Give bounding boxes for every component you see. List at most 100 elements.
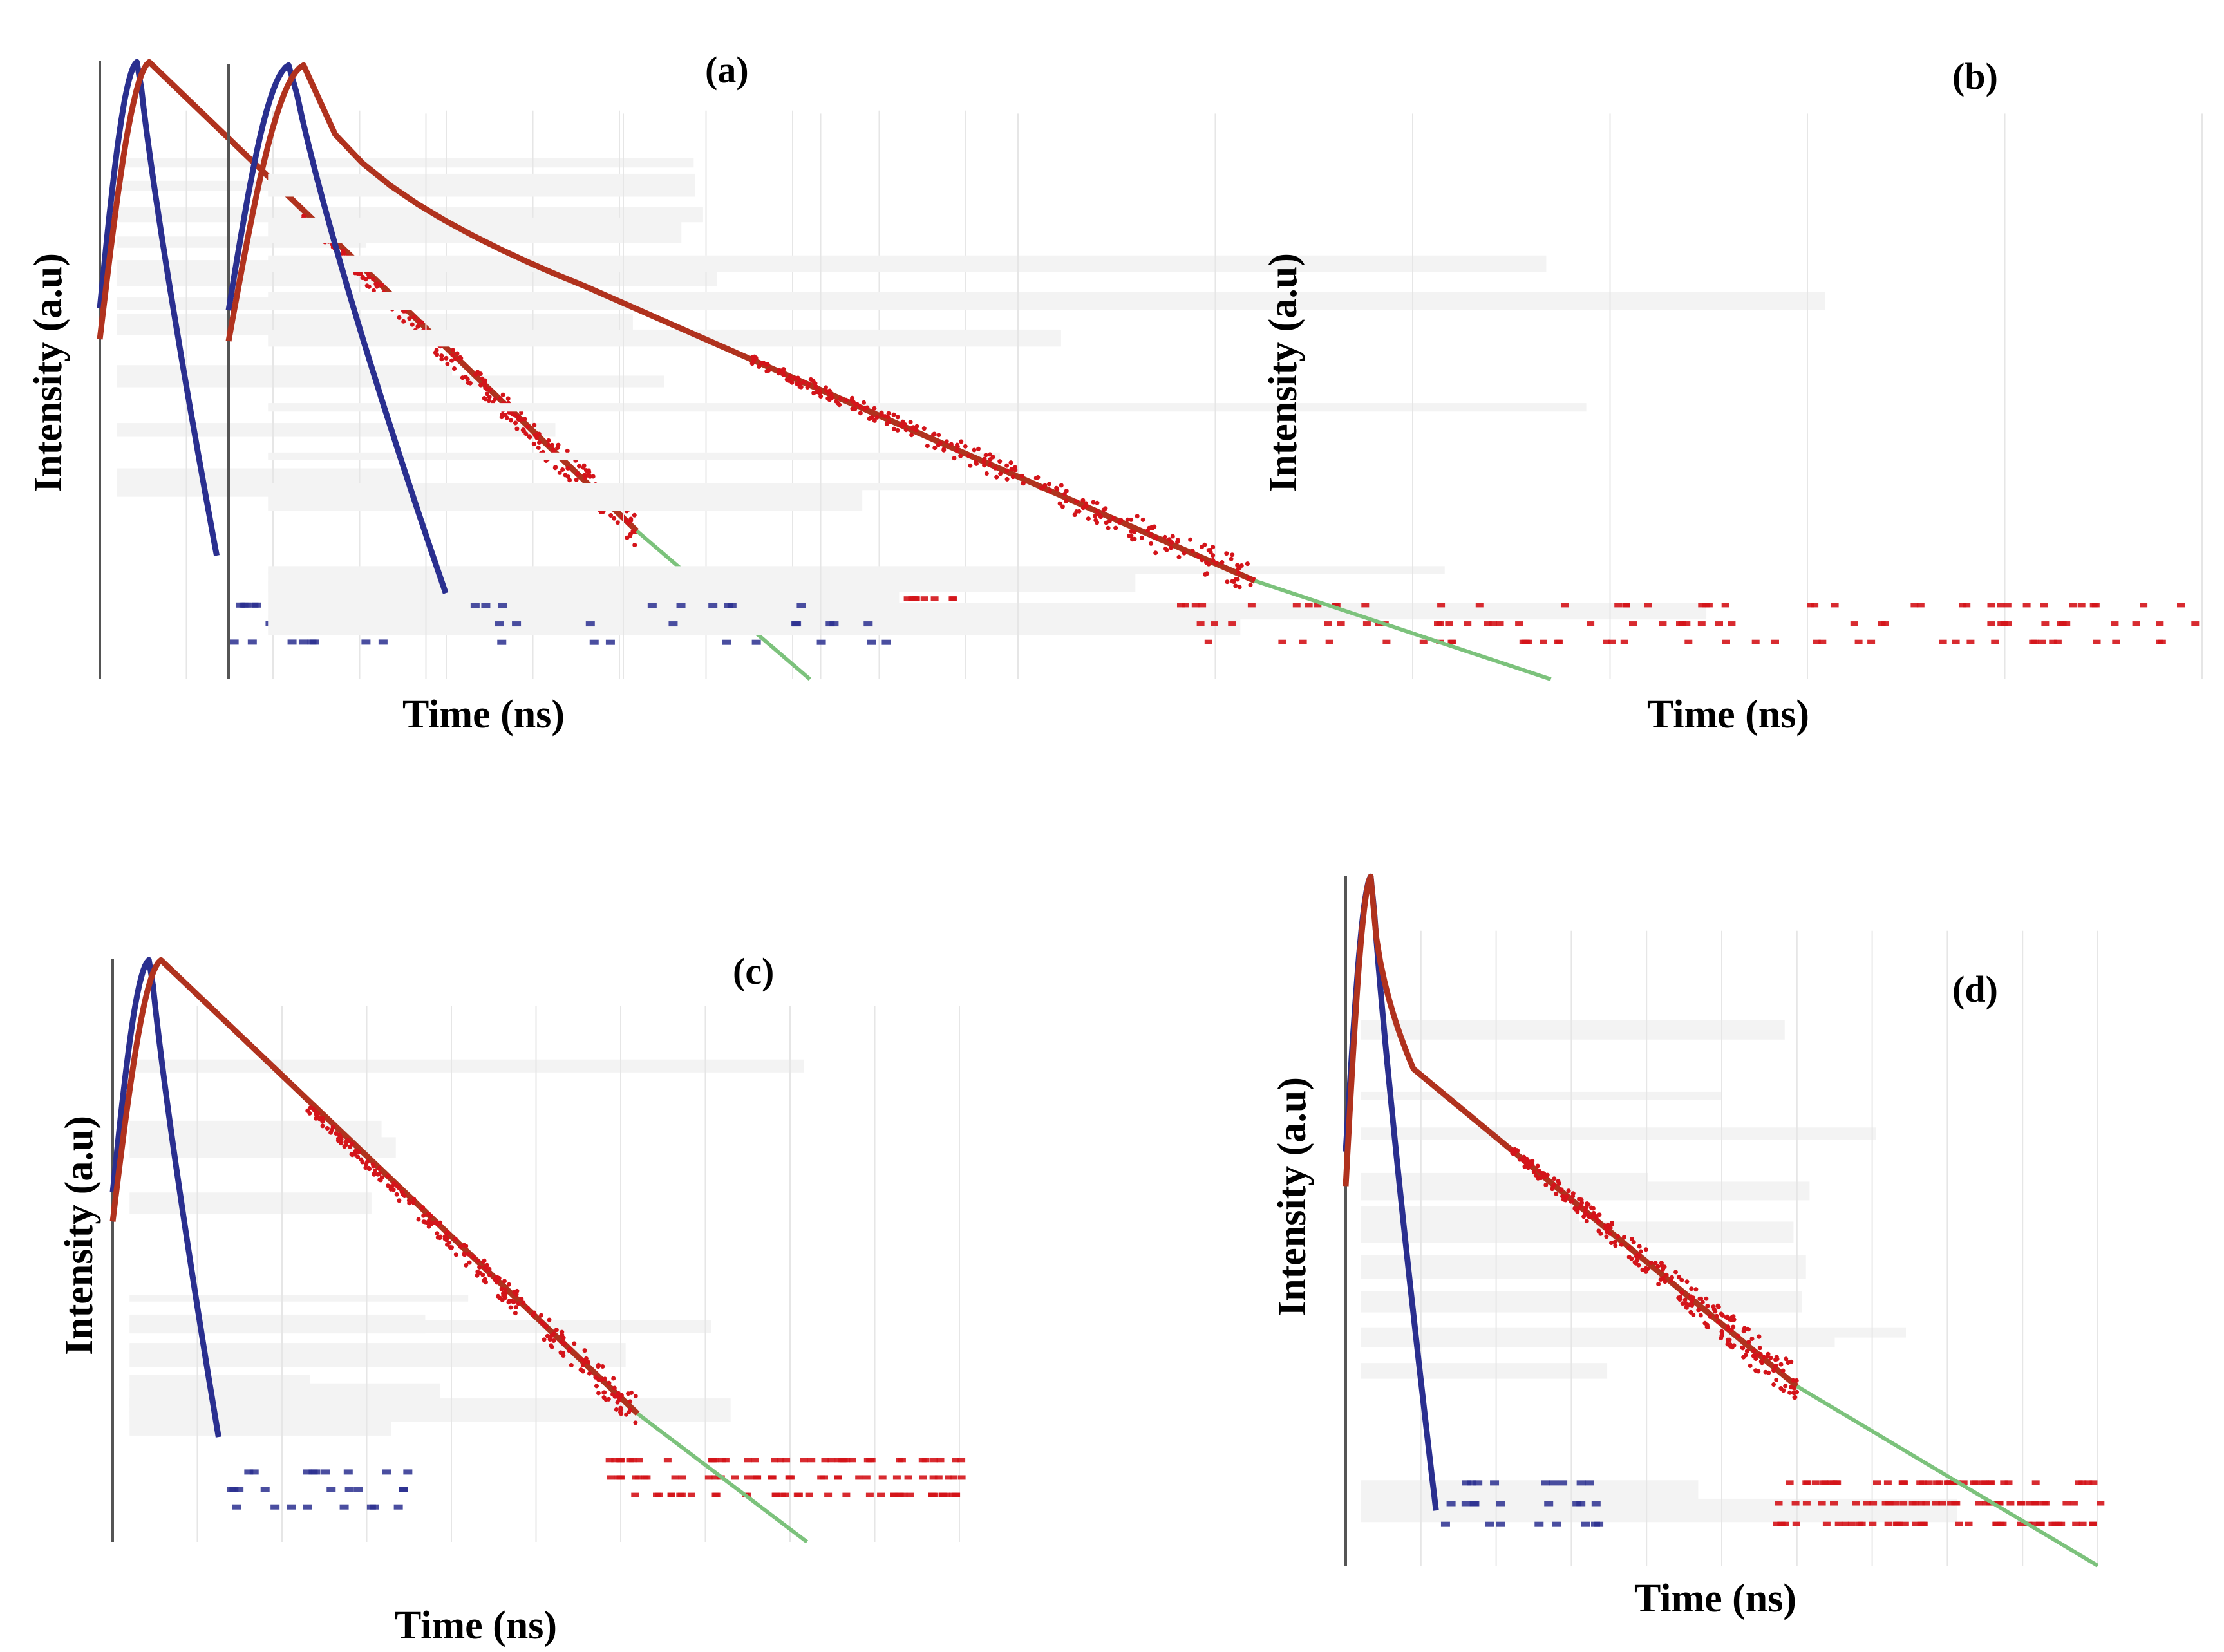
decay-floor-point [2022, 603, 2031, 608]
decay-point [1612, 1239, 1617, 1244]
decay-floor-point [1987, 603, 1995, 608]
decay-point [587, 1371, 592, 1376]
decay-point [1700, 1300, 1705, 1305]
decay-point [509, 1299, 514, 1304]
decay-point [594, 1384, 599, 1389]
decay-floor-point [2004, 621, 2012, 626]
decay-point [487, 1273, 492, 1278]
decay-point [555, 446, 560, 451]
decay-point [1643, 1247, 1648, 1252]
decay-point [853, 402, 858, 407]
decay-curve [225, 62, 1256, 584]
decay-point [1678, 1295, 1683, 1300]
decay-point [401, 319, 406, 324]
decay-floor-point [898, 1458, 906, 1463]
decay-point [496, 1293, 500, 1299]
decay-floor-point [1561, 603, 1569, 608]
decay-floor-point [865, 1492, 874, 1497]
decay-floor-point [2053, 639, 2062, 644]
decay-point [509, 411, 514, 417]
decay-floor-point [1995, 1501, 2004, 1506]
decay-floor-point [2000, 1480, 2008, 1485]
decay-point [1746, 1340, 1751, 1344]
decay-point [1725, 1342, 1730, 1347]
decay-point [1047, 482, 1051, 487]
decay-point [452, 366, 457, 371]
decay-point [825, 396, 831, 401]
decay-point [364, 283, 370, 288]
decay-point [502, 1279, 507, 1284]
decay-floor-point [1959, 603, 1967, 608]
decay-point [829, 394, 834, 399]
decay-point [815, 390, 820, 395]
decay-floor-point [1515, 621, 1523, 626]
decay-floor-point [934, 1475, 943, 1480]
decay-point [482, 378, 487, 383]
decay-point [401, 1192, 406, 1197]
decay-floor-point [2156, 639, 2163, 644]
decay-point [547, 1317, 552, 1322]
decay-floor-point [862, 1475, 871, 1480]
decay-point [1598, 1231, 1603, 1236]
decay-point [925, 444, 930, 449]
decay-point [1113, 525, 1118, 530]
decay-floor-point [605, 1458, 614, 1463]
decay-point [1727, 1337, 1732, 1342]
decay-point [1203, 572, 1208, 577]
decay-point [465, 377, 470, 382]
decay-point [504, 415, 509, 420]
decay-floor-point [687, 1492, 695, 1497]
decay-point [1129, 517, 1134, 522]
decay-floor-point [1292, 603, 1301, 608]
decay-floor-point [2026, 1501, 2034, 1506]
decay-point [550, 442, 554, 447]
decay-floor-point [2029, 1521, 2037, 1526]
decay-floor-point [2140, 603, 2148, 608]
decay-point [386, 1183, 390, 1188]
decay-point [1104, 520, 1109, 525]
decay-point [565, 465, 570, 471]
decay-floor-point [1850, 621, 1858, 626]
decay-floor-point [1324, 621, 1332, 626]
decay-point [1658, 1277, 1663, 1282]
decay-floor-point [635, 1458, 643, 1463]
decay-floor-point [1802, 1480, 1811, 1485]
irf-point [366, 1504, 376, 1510]
decay-floor-point [641, 1475, 649, 1480]
decay-point [1704, 1296, 1709, 1301]
decay-point [478, 1270, 483, 1275]
decay-point [1004, 463, 1010, 468]
decay-point [499, 415, 504, 420]
decay-point [1233, 583, 1238, 588]
decay-floor-point [1802, 1501, 1811, 1506]
decay-point [626, 521, 631, 526]
decay-point [1771, 1368, 1776, 1373]
decay-floor-point [2089, 1521, 2097, 1526]
decay-point [1148, 532, 1153, 538]
decay-point [1229, 556, 1234, 561]
decay-floor-point [1966, 639, 1975, 644]
decay-floor-point [1436, 621, 1444, 626]
decay-point [1103, 506, 1108, 511]
background-band [129, 1343, 626, 1367]
decay-point [1689, 1286, 1694, 1291]
decay-point [1793, 1394, 1798, 1400]
decay-point [1679, 1277, 1684, 1282]
decay-point [1106, 525, 1111, 530]
decay-floor-point [1986, 1480, 1994, 1485]
decay-floor-point [2003, 603, 2012, 608]
decay-floor-point [827, 1458, 836, 1463]
decay-point [516, 417, 521, 422]
decay-point [1714, 1313, 1719, 1319]
decay-point [798, 381, 803, 386]
decay-point [416, 1217, 421, 1222]
decay-floor-point [2112, 639, 2120, 644]
decay-point [1047, 488, 1052, 493]
decay-floor-point [1554, 639, 1562, 644]
decay-point [1751, 1353, 1756, 1358]
decay-point [1236, 570, 1241, 576]
decay-point [1035, 475, 1041, 480]
irf-point [309, 639, 319, 645]
decay-point [563, 473, 568, 478]
decay-point [500, 392, 505, 397]
